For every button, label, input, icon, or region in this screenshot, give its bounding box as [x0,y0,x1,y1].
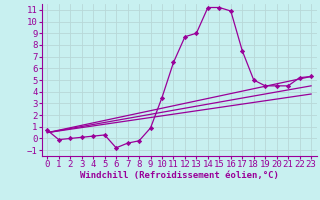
X-axis label: Windchill (Refroidissement éolien,°C): Windchill (Refroidissement éolien,°C) [80,171,279,180]
